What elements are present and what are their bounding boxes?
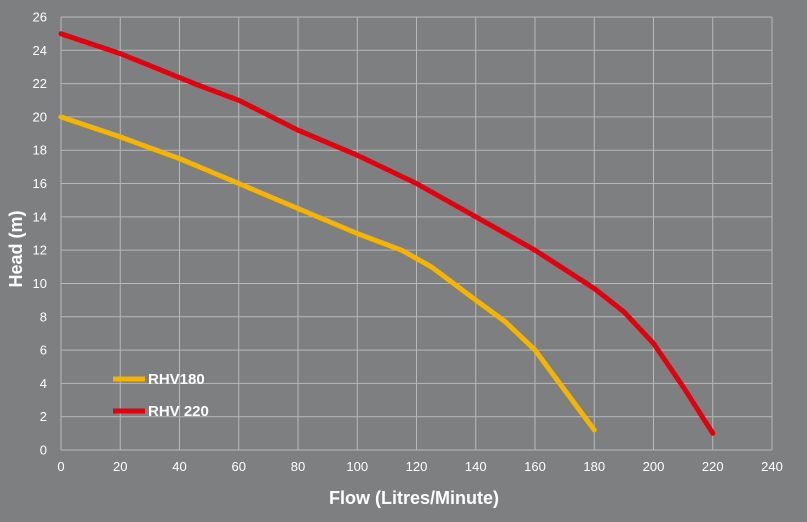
y-tick-label: 14 xyxy=(33,209,47,224)
x-tick-label: 0 xyxy=(57,459,64,474)
x-tick-label: 120 xyxy=(406,459,428,474)
series-lines xyxy=(58,31,716,436)
y-tick-label: 24 xyxy=(33,43,47,58)
x-tick-label: 160 xyxy=(524,459,546,474)
x-tick-label: 240 xyxy=(761,459,783,474)
grid xyxy=(60,16,773,451)
y-tick-label: 22 xyxy=(33,76,47,91)
y-tick-label: 0 xyxy=(40,443,47,458)
legend-label: RHV180 xyxy=(148,371,205,388)
x-tick-label: 80 xyxy=(291,459,305,474)
y-axis-title: Head (m) xyxy=(6,210,26,287)
legend: RHV180 RHV 220 xyxy=(113,371,209,420)
x-tick-label: 140 xyxy=(465,459,487,474)
y-tick-label: 2 xyxy=(40,409,47,424)
x-tick-label: 220 xyxy=(702,459,724,474)
y-tick-label: 12 xyxy=(33,243,47,258)
x-tick-label: 20 xyxy=(113,459,127,474)
y-tick-label: 18 xyxy=(33,143,47,158)
y-tick-label: 6 xyxy=(40,343,47,358)
x-tick-label: 100 xyxy=(346,459,368,474)
legend-label: RHV 220 xyxy=(148,403,209,420)
x-tick-label: 180 xyxy=(583,459,605,474)
x-tick-label: 60 xyxy=(232,459,246,474)
x-tick-label: 40 xyxy=(172,459,186,474)
y-tick-label: 26 xyxy=(33,10,47,25)
y-tick-label: 8 xyxy=(40,309,47,324)
y-tick-label: 16 xyxy=(33,176,47,191)
y-tick-label: 10 xyxy=(33,276,47,291)
x-axis-title: Flow (Litres/Minute) xyxy=(329,488,499,508)
x-tick-label: 200 xyxy=(643,459,665,474)
y-tick-label: 4 xyxy=(40,376,47,391)
series-line-rhv180 xyxy=(58,114,597,433)
series-line-rhv-220 xyxy=(58,31,716,436)
y-tick-label: 20 xyxy=(33,109,47,124)
